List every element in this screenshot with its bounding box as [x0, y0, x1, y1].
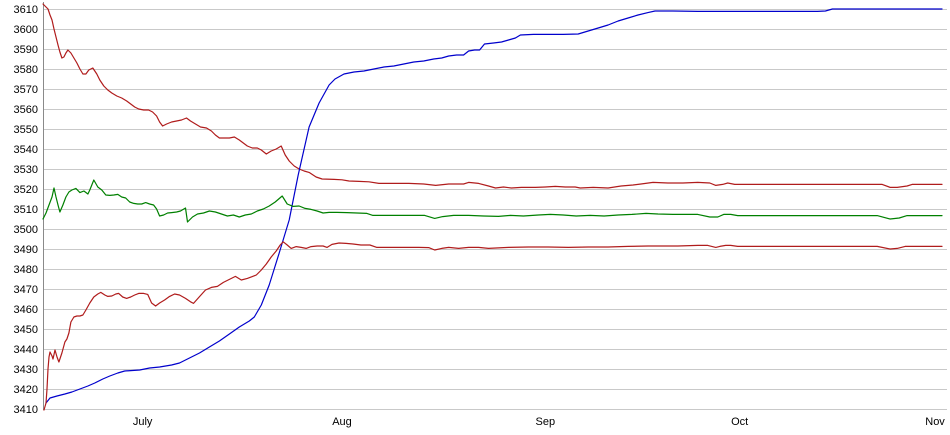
- x-tick-label: Oct: [731, 416, 748, 428]
- y-tick-label: 3610: [14, 4, 38, 16]
- series-blue-rising: [45, 8, 943, 404]
- y-tick-label: 3520: [14, 184, 38, 196]
- series-red-upper-declining: [42, 3, 943, 189]
- y-tick-label: 3420: [14, 384, 38, 396]
- x-tick-label: Aug: [332, 416, 352, 428]
- x-tick-label: July: [133, 416, 153, 428]
- y-tick-label: 3530: [14, 164, 38, 176]
- y-tick-label: 3540: [14, 144, 38, 156]
- y-tick-label: 3570: [14, 84, 38, 96]
- y-tick-label: 3490: [14, 244, 38, 256]
- y-tick-label: 3430: [14, 364, 38, 376]
- y-tick-label: 3480: [14, 264, 38, 276]
- y-tick-label: 3470: [14, 284, 38, 296]
- y-tick-label: 3460: [14, 304, 38, 316]
- y-tick-label: 3600: [14, 24, 38, 36]
- y-tick-label: 3410: [14, 404, 38, 416]
- y-tick-label: 3580: [14, 64, 38, 76]
- y-tick-label: 3560: [14, 104, 38, 116]
- y-tick-label: 3440: [14, 344, 38, 356]
- x-tick-label: Sep: [536, 416, 556, 428]
- y-tick-label: 3590: [14, 44, 38, 56]
- x-tick-label: Nov: [925, 416, 945, 428]
- y-tick-label: 3510: [14, 204, 38, 216]
- series-green-middle: [42, 179, 943, 223]
- y-tick-label: 3450: [14, 324, 38, 336]
- y-tick-label: 3500: [14, 224, 38, 236]
- series-red-lower-rising: [43, 241, 943, 411]
- y-tick-label: 3550: [14, 124, 38, 136]
